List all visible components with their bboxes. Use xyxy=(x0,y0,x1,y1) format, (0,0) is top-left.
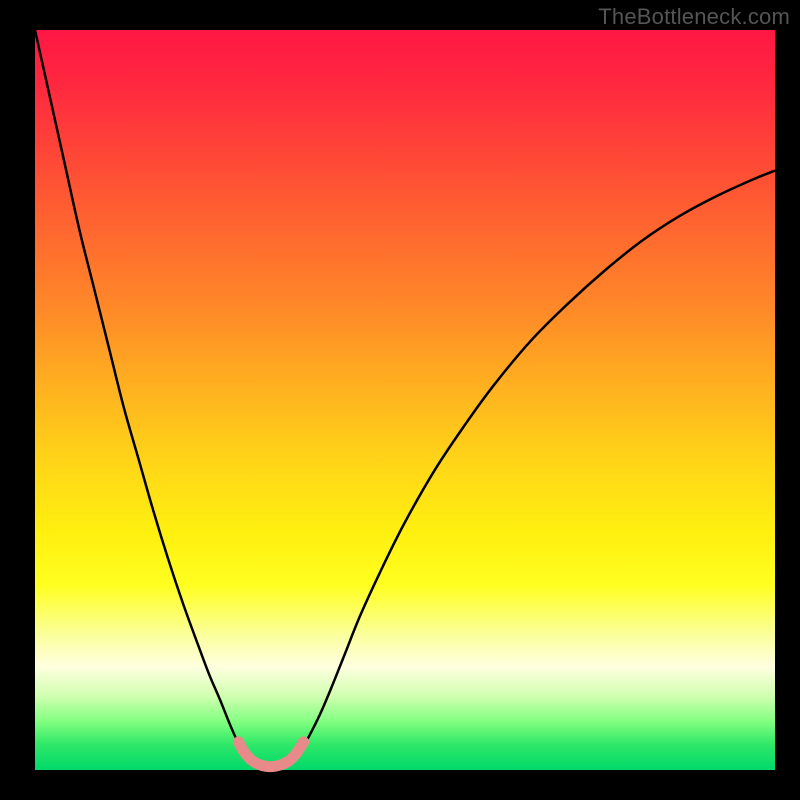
watermark-text: TheBottleneck.com xyxy=(598,4,790,30)
bottleneck-curve-chart xyxy=(0,0,800,800)
chart-container: TheBottleneck.com xyxy=(0,0,800,800)
plot-background xyxy=(35,30,775,770)
